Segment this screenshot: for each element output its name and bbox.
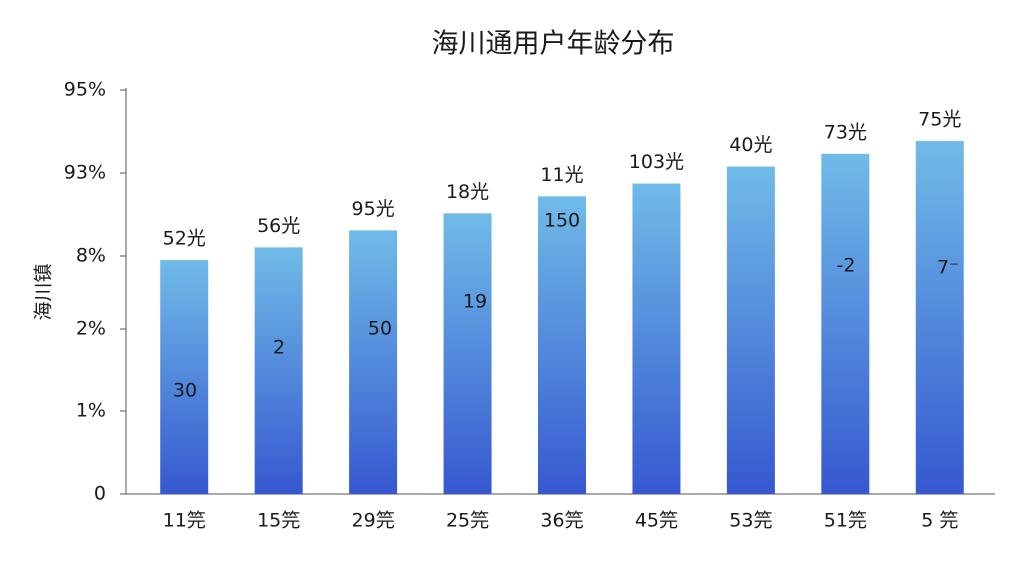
bar-inner-label: 30 — [173, 380, 197, 402]
y-tick-label: 93% — [64, 162, 106, 184]
bar — [726, 166, 775, 494]
bar-inner-label: 7⁻ — [937, 257, 959, 279]
x-tick-label: 11笎 — [163, 510, 206, 532]
bar-top-label: 40光 — [729, 134, 772, 156]
y-axis-label: 海川镇 — [33, 263, 55, 320]
bar — [443, 213, 492, 495]
bar-top-label: 52光 — [163, 228, 206, 250]
y-tick-label: 8% — [76, 245, 106, 267]
x-tick-label: 53笎 — [729, 510, 772, 532]
bar-top-label: 11光 — [540, 164, 583, 186]
bar-top-label: 73光 — [824, 121, 867, 143]
bar-top-label: 75光 — [918, 109, 961, 131]
bar — [254, 247, 303, 494]
x-tick-label: 36笎 — [540, 510, 583, 532]
bar — [632, 183, 681, 494]
x-tick-label: 45笎 — [635, 510, 678, 532]
y-tick-label: 95% — [64, 79, 106, 101]
x-tick-label: 15笎 — [257, 510, 300, 532]
bar-inner-label: 19 — [463, 291, 487, 313]
bar-top-label: 95光 — [352, 198, 395, 220]
bar — [349, 230, 398, 494]
bar — [821, 153, 870, 494]
bar — [538, 196, 586, 494]
y-tick-label: 2% — [76, 318, 106, 340]
bar-inner-label: 150 — [544, 210, 580, 232]
bar-top-label: 103光 — [629, 151, 684, 173]
bar-inner-label: 50 — [368, 318, 392, 340]
x-tick-label: 5 笎 — [921, 510, 958, 532]
chart-title: 海川通用户年龄分布 — [432, 29, 675, 60]
bar-top-label: 18光 — [446, 181, 489, 203]
x-tick-label: 25笎 — [446, 510, 489, 532]
bar-inner-label: -2 — [837, 255, 856, 277]
bar-top-label: 56光 — [257, 215, 300, 237]
y-tick-label: 0 — [94, 483, 106, 505]
bar — [160, 260, 209, 494]
y-tick-label: 1% — [76, 400, 106, 422]
bar-inner-label: 2 — [273, 337, 285, 359]
x-tick-label: 29笎 — [352, 510, 395, 532]
bar — [915, 141, 964, 494]
x-tick-label: 51笎 — [824, 510, 867, 532]
